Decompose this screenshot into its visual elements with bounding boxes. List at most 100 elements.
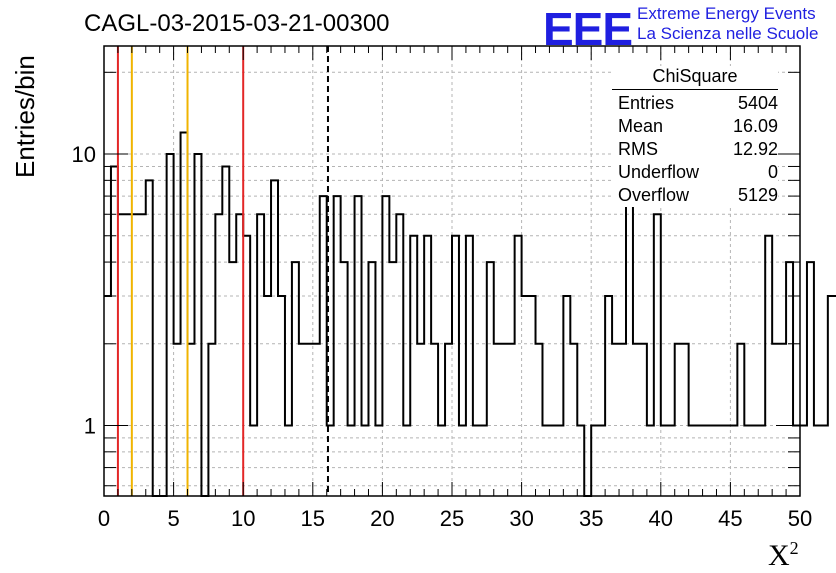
histogram-bin [626,180,633,496]
histogram-bin [786,262,793,496]
histogram-bin [682,344,689,496]
histogram-bin [542,426,549,496]
histogram-bin [243,236,250,496]
histogram-bin [529,296,536,496]
histogram-bin [661,426,668,496]
stats-value: 5404 [737,93,778,113]
x-tick-label: 35 [579,506,603,531]
histogram-bin [438,426,445,496]
stats-label: Entries [618,93,675,113]
histogram-bin [772,344,779,496]
histogram-bin [730,426,737,496]
histogram-bin [605,296,612,496]
histogram-bin [737,344,744,496]
histogram-bin [612,344,619,496]
histogram-bin [167,154,174,496]
histogram-bin [181,133,188,496]
histogram-bin [821,426,828,496]
chart-title: CAGL-03-2015-03-21-00300 [84,10,390,37]
histogram-bin [188,344,195,496]
histogram-bin [174,344,181,496]
histogram-bin [828,296,835,496]
histogram-bin [633,344,640,496]
histogram-bin [744,426,751,496]
stats-label: Overflow [618,185,690,205]
y-tick-label: 1 [84,414,96,439]
x-tick-label: 15 [301,506,325,531]
histogram-bin [466,236,473,496]
histogram-bin [800,426,807,496]
histogram-bin [487,262,494,496]
histogram-bin [431,344,438,496]
histogram-bin [271,180,278,496]
histogram-bin [459,426,466,496]
histogram-bin [494,344,501,496]
histogram-bin [299,344,306,496]
stats-label: Underflow [618,162,700,182]
histogram-bin [549,426,556,496]
histogram-bin [577,426,584,496]
histogram-bin [591,426,598,496]
histogram-bin [654,214,661,496]
histogram-bin [194,154,201,496]
histogram-bin [751,426,758,496]
x-tick-label: 50 [788,506,812,531]
stats-row-mean: Mean 16.09 [612,115,778,138]
histogram-bin [473,426,480,496]
histogram-bin [104,296,111,496]
histogram-bin [410,236,417,496]
histogram-bin [396,214,403,496]
histogram-bin [132,214,139,496]
histogram-bin [480,426,487,496]
histogram-bin [215,214,222,496]
histogram-bin [306,344,313,496]
histogram-bin [723,426,730,496]
stats-label: RMS [618,139,658,159]
x-tick-label: 10 [231,506,255,531]
histogram-bin [362,426,369,496]
histogram-bin [675,344,682,496]
histogram-bin [341,262,348,496]
histogram-bin [779,344,786,496]
histogram-bin [250,426,257,496]
eee-logo: EEE [543,3,633,55]
histogram-bin [320,196,327,496]
histogram-bin [452,236,459,496]
histogram-bin [689,426,696,496]
logo-line-1: Extreme Energy Events [637,4,816,23]
histogram-bin [647,426,654,496]
histogram-bin [710,426,717,496]
histogram-bin [139,214,146,496]
x-tick-label: 0 [98,506,110,531]
histogram-bin [222,166,229,496]
histogram-bin [556,426,563,496]
histogram-bin [716,426,723,496]
histogram-bin [257,214,264,496]
stats-label: Mean [618,116,664,136]
stats-value: 12.92 [732,139,778,159]
histogram-bin [536,344,543,496]
histogram-bin [807,262,814,496]
histogram-series [104,131,836,497]
histogram-bin [696,426,703,496]
histogram-bin [118,214,125,496]
histogram-bin [668,426,675,496]
stats-row-rms: RMS 12.92 [612,138,778,161]
histogram-bin [292,262,299,496]
x-tick-label: 20 [370,506,394,531]
histogram-bin [598,426,605,496]
histogram-bin [570,344,577,496]
x-tick-label: 30 [509,506,533,531]
stats-box: ChiSquare Entries 5404 Mean 16.09 RMS 12… [612,66,778,207]
stats-value: 16.09 [732,116,778,136]
histogram-bin [814,426,821,496]
stats-title: ChiSquare [612,66,778,90]
histogram-bin [375,426,382,496]
histogram-bin [355,196,362,496]
histogram-bin [389,262,396,496]
histogram-bin [403,426,410,496]
histogram-bin [285,426,292,496]
histogram-bin [334,196,341,496]
histogram-bin [703,426,710,496]
histogram-bin [382,196,389,496]
